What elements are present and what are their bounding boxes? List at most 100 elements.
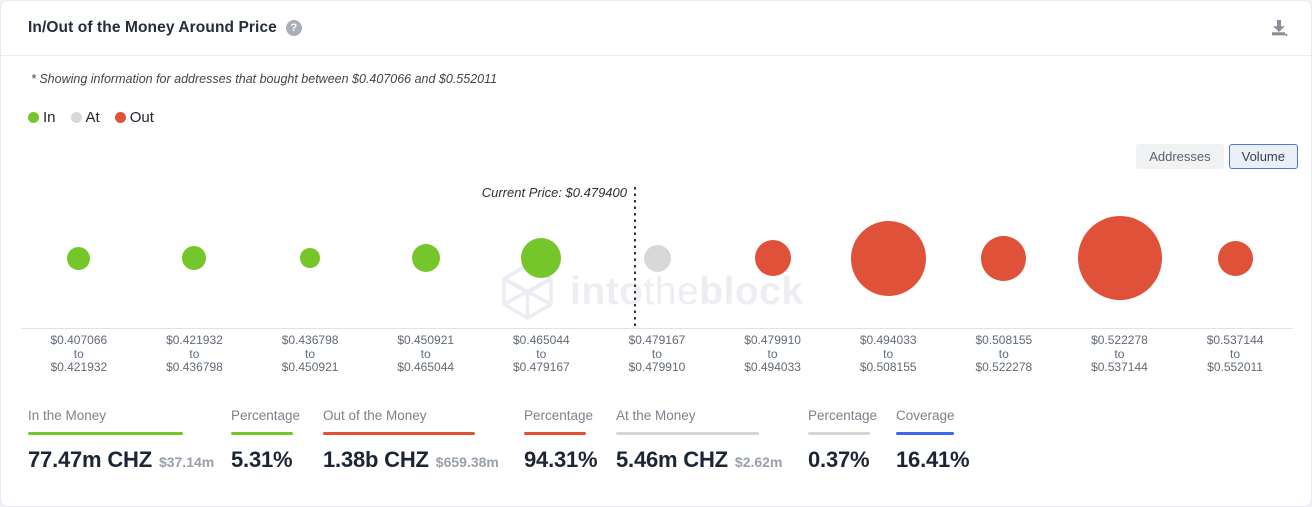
legend-item-out[interactable]: Out — [114, 109, 154, 126]
stat-value: 16.41% — [896, 447, 970, 472]
stat-underline — [808, 432, 870, 435]
stat-value-row: 16.41% — [896, 447, 970, 473]
range-from: $0.421932 — [166, 333, 223, 347]
x-axis-label: $0.421932 to $0.436798 — [137, 333, 253, 375]
range-separator: to — [420, 346, 431, 361]
stat-value-row: 77.47m CHZ $37.14m — [28, 447, 214, 473]
bubble-out-7[interactable] — [850, 220, 926, 296]
stats-row: In the Money 77.47m CHZ $37.14m Percentage 5… — [28, 408, 970, 473]
bubble-out-8[interactable] — [981, 235, 1027, 281]
x-axis-label: $0.465044 to $0.479167 — [484, 333, 600, 375]
stat-in-the-money: In the Money 77.47m CHZ $37.14m — [28, 408, 214, 473]
x-axis-label: $0.407066 to $0.421932 — [21, 333, 137, 375]
stat-sub-value: $2.62m — [734, 454, 783, 470]
stat-underline — [323, 432, 475, 435]
stat-at-the-money: At the Money 5.46m CHZ $2.62m — [616, 408, 782, 473]
range-from: $0.479167 — [628, 333, 686, 347]
legend-dot-icon — [70, 112, 82, 123]
range-from: $0.407066 — [50, 333, 108, 347]
bubble-at-5[interactable] — [643, 244, 671, 272]
range-to: $0.450921 — [281, 360, 339, 374]
stat-value-row: 5.46m CHZ $2.62m — [616, 447, 782, 473]
range-from: $0.537144 — [1206, 333, 1264, 347]
range-to: $0.479910 — [628, 360, 686, 374]
stat-label: Out of the Money — [323, 408, 427, 423]
stat-value: 1.38b CHZ — [323, 447, 429, 472]
x-axis-label: $0.522278 to $0.537144 — [1062, 333, 1178, 375]
view-toggle: Addresses Volume — [1136, 144, 1298, 169]
stat-out-of-the-money: Out of the Money 1.38b CHZ $659.38m — [323, 408, 499, 473]
bubble-in-2[interactable] — [300, 248, 321, 268]
range-from: $0.494033 — [859, 333, 917, 347]
range-to: $0.465044 — [397, 360, 455, 374]
legend-item-label: In — [43, 109, 56, 126]
stat-coverage: Coverage 16.41% — [896, 408, 970, 473]
range-to: $0.537144 — [1091, 360, 1148, 374]
card-header: In/Out of the Money Around Price ? — [1, 1, 1311, 56]
bubble-out-10[interactable] — [1217, 240, 1253, 276]
stat-label: Percentage — [231, 408, 301, 423]
range-to: $0.522278 — [975, 360, 1033, 374]
legend-item-label: At — [85, 109, 100, 126]
range-to: $0.508155 — [859, 360, 917, 374]
stat-value: 0.37% — [808, 447, 870, 472]
range-separator: to — [73, 346, 84, 361]
stat-percentage: Percentage 0.37% — [808, 408, 878, 473]
legend-item-at[interactable]: At — [70, 109, 100, 126]
range-to: $0.479167 — [512, 360, 570, 374]
stat-sub-value: $659.38m — [435, 454, 499, 470]
stat-underline — [896, 432, 954, 435]
help-icon[interactable]: ? — [285, 20, 302, 36]
range-separator: to — [536, 346, 547, 361]
stat-value: 5.46m CHZ — [616, 447, 728, 472]
range-separator: to — [767, 346, 778, 361]
range-separator: to — [998, 346, 1009, 361]
view-toggle-volume-button[interactable]: Volume — [1228, 144, 1298, 169]
stat-label: Percentage — [524, 408, 594, 423]
stat-label: Coverage — [896, 408, 955, 423]
range-from: $0.465044 — [512, 333, 570, 347]
stat-sub-value: $37.14m — [158, 454, 215, 470]
range-separator: to — [651, 346, 662, 361]
bubble-in-3[interactable] — [411, 244, 440, 272]
range-separator: to — [1114, 346, 1125, 361]
stat-label: At the Money — [616, 408, 696, 423]
legend: In At Out — [28, 109, 154, 126]
stat-underline — [524, 432, 586, 435]
range-separator: to — [1230, 346, 1241, 361]
x-axis-label: $0.494033 to $0.508155 — [830, 333, 946, 375]
range-from: $0.479910 — [744, 333, 801, 347]
legend-item-label: Out — [129, 109, 154, 126]
range-separator: to — [883, 346, 894, 361]
stat-underline — [231, 432, 293, 435]
range-to: $0.494033 — [744, 360, 801, 374]
bubble-out-6[interactable] — [754, 240, 791, 276]
x-axis-label: $0.436798 to $0.450921 — [252, 333, 368, 375]
bubble-chart: intotheblock Current Price: $0.479400 — [21, 181, 1293, 329]
stat-value-row: 5.31% — [231, 447, 293, 473]
range-to: $0.552011 — [1207, 360, 1263, 374]
x-axis-label: $0.537144 to $0.552011 — [1177, 333, 1293, 375]
range-from: $0.508155 — [975, 333, 1033, 347]
download-icon[interactable] — [1269, 19, 1289, 37]
x-axis-label: $0.479167 to $0.479910 — [599, 333, 715, 375]
stat-value-row: 1.38b CHZ $659.38m — [323, 447, 499, 473]
current-price-line — [634, 187, 636, 328]
stat-percentage: Percentage 94.31% — [524, 408, 598, 473]
range-from: $0.522278 — [1091, 333, 1148, 347]
stat-label: Percentage — [808, 408, 878, 423]
bubble-in-0[interactable] — [67, 246, 91, 270]
legend-item-in[interactable]: In — [28, 109, 56, 126]
bubble-in-4[interactable] — [521, 238, 562, 278]
watermark-text: intotheblock — [570, 269, 804, 313]
bubble-out-9[interactable] — [1077, 216, 1162, 300]
bubble-in-1[interactable] — [182, 246, 207, 270]
range-from: $0.450921 — [397, 333, 455, 347]
stat-percentage: Percentage 5.31% — [231, 408, 301, 473]
view-toggle-addresses-button[interactable]: Addresses — [1136, 144, 1224, 169]
current-price-label: Current Price: $0.479400 — [481, 185, 627, 200]
stat-underline — [616, 432, 759, 435]
stat-label: In the Money — [28, 408, 107, 423]
stat-value: 94.31% — [524, 447, 598, 472]
